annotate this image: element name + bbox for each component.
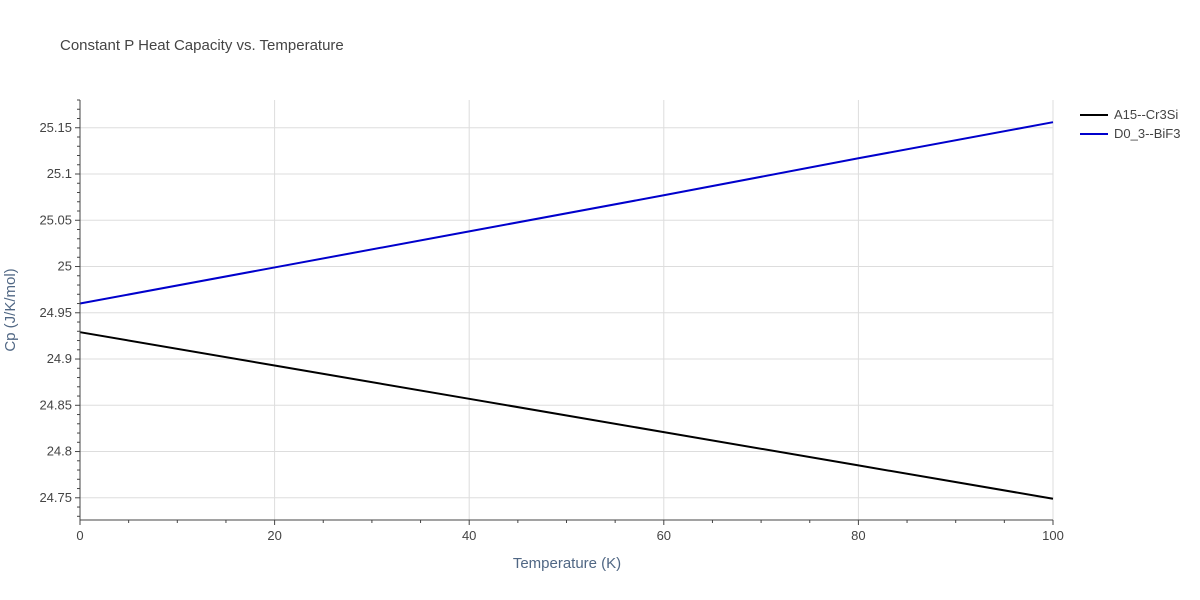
y-tick-label: 25.15 [39, 120, 72, 135]
y-axis-title: Cp (J/K/mol) [2, 268, 19, 351]
y-ticks: 24.75 24.8 24.85 24.9 24.95 25 25.05 25.1 25.15 [39, 99, 80, 517]
y-tick-label: 25.05 [39, 212, 72, 227]
y-tick-label: 24.95 [39, 305, 72, 320]
x-gridlines [274, 100, 1054, 520]
x-tick-label: 40 [462, 528, 476, 543]
y-tick-label: 25.1 [47, 166, 72, 181]
y-tick-label: 24.75 [39, 490, 72, 505]
series-lines [79, 121, 1054, 500]
legend-label: D0_3--BiF3 [1114, 126, 1180, 141]
y-gridlines [80, 127, 1053, 499]
x-tick-label: 0 [76, 528, 83, 543]
chart-title: Constant P Heat Capacity vs. Temperature [60, 37, 344, 54]
x-tick-label: 80 [851, 528, 865, 543]
x-axis-title: Temperature (K) [513, 555, 621, 572]
series-line-1 [79, 331, 1054, 500]
y-tick-label: 24.8 [47, 444, 72, 459]
axes [79, 100, 1053, 521]
y-tick-label: 25 [58, 259, 72, 274]
x-tick-label: 100 [1042, 528, 1064, 543]
legend: A15--Cr3Si D0_3--BiF3 [1080, 107, 1180, 141]
y-tick-label: 24.9 [47, 351, 72, 366]
x-ticks: 0 20 40 60 80 100 [76, 520, 1064, 543]
x-tick-label: 20 [267, 528, 281, 543]
series-line-2 [79, 121, 1054, 305]
legend-label: A15--Cr3Si [1114, 107, 1178, 122]
x-tick-label: 60 [657, 528, 671, 543]
y-tick-label: 24.85 [39, 397, 72, 412]
